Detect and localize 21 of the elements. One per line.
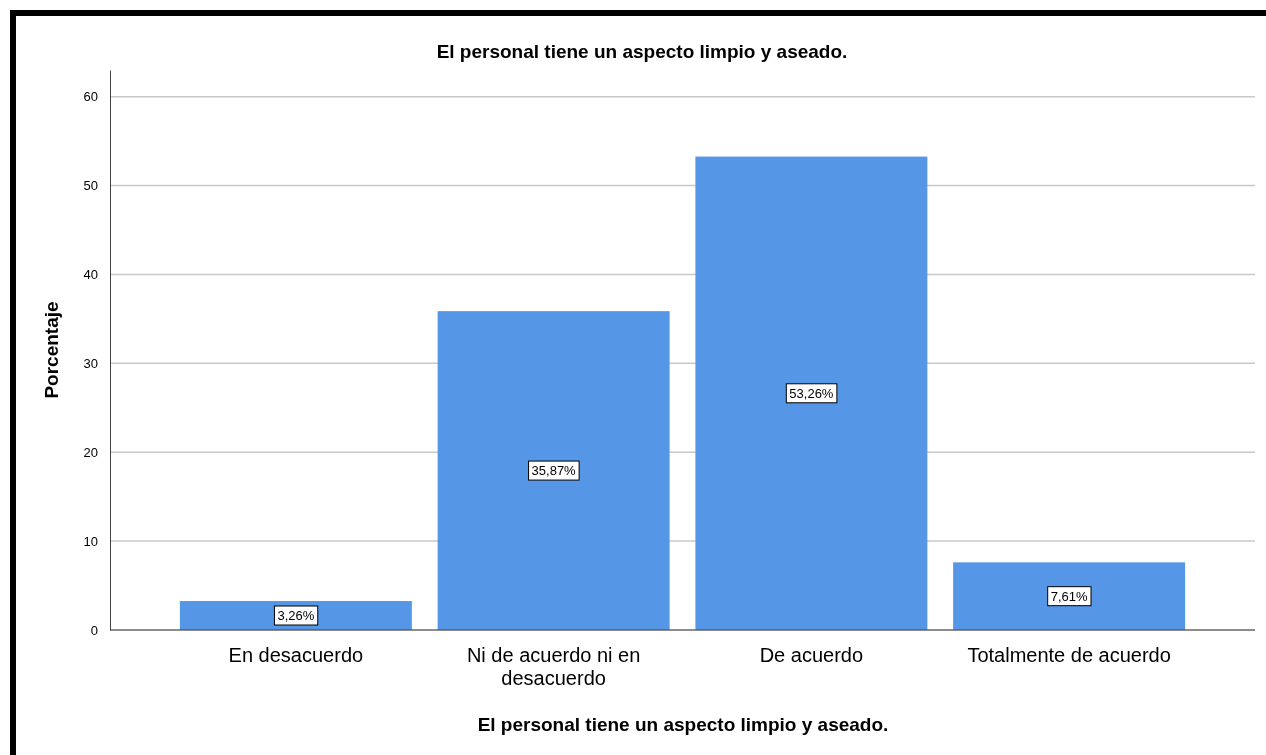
bar [437,311,670,630]
bar [953,562,1186,630]
x-tick-label: En desacuerdo [228,644,364,666]
y-tick-label: 10 [83,533,98,549]
bar [695,156,928,630]
x-tick-label: Totalmente de acuerdo [967,644,1171,666]
data-label: 7,61% [1050,588,1088,604]
x-tick-label: De acuerdo [759,644,864,666]
x-axis-title: El personal tiene un aspecto limpio y aseado. [477,714,889,735]
chart-title: El personal tiene un aspecto limpio y aseado. [436,41,848,62]
y-tick-label: 20 [83,444,98,460]
y-axis-title: Porcentaje [41,301,62,399]
y-tick-label: 40 [83,267,98,283]
data-label: 53,26% [789,385,834,401]
data-label: 3,26% [277,608,315,624]
y-tick-label: 60 [83,89,98,105]
y-tick-label: 30 [83,355,98,371]
y-tick-label: 0 [90,622,98,638]
y-tick-label: 50 [83,178,98,194]
x-tick-label: Ni de acuerdo ni en desacuerdo [466,644,641,689]
data-label: 35,87% [531,463,577,479]
